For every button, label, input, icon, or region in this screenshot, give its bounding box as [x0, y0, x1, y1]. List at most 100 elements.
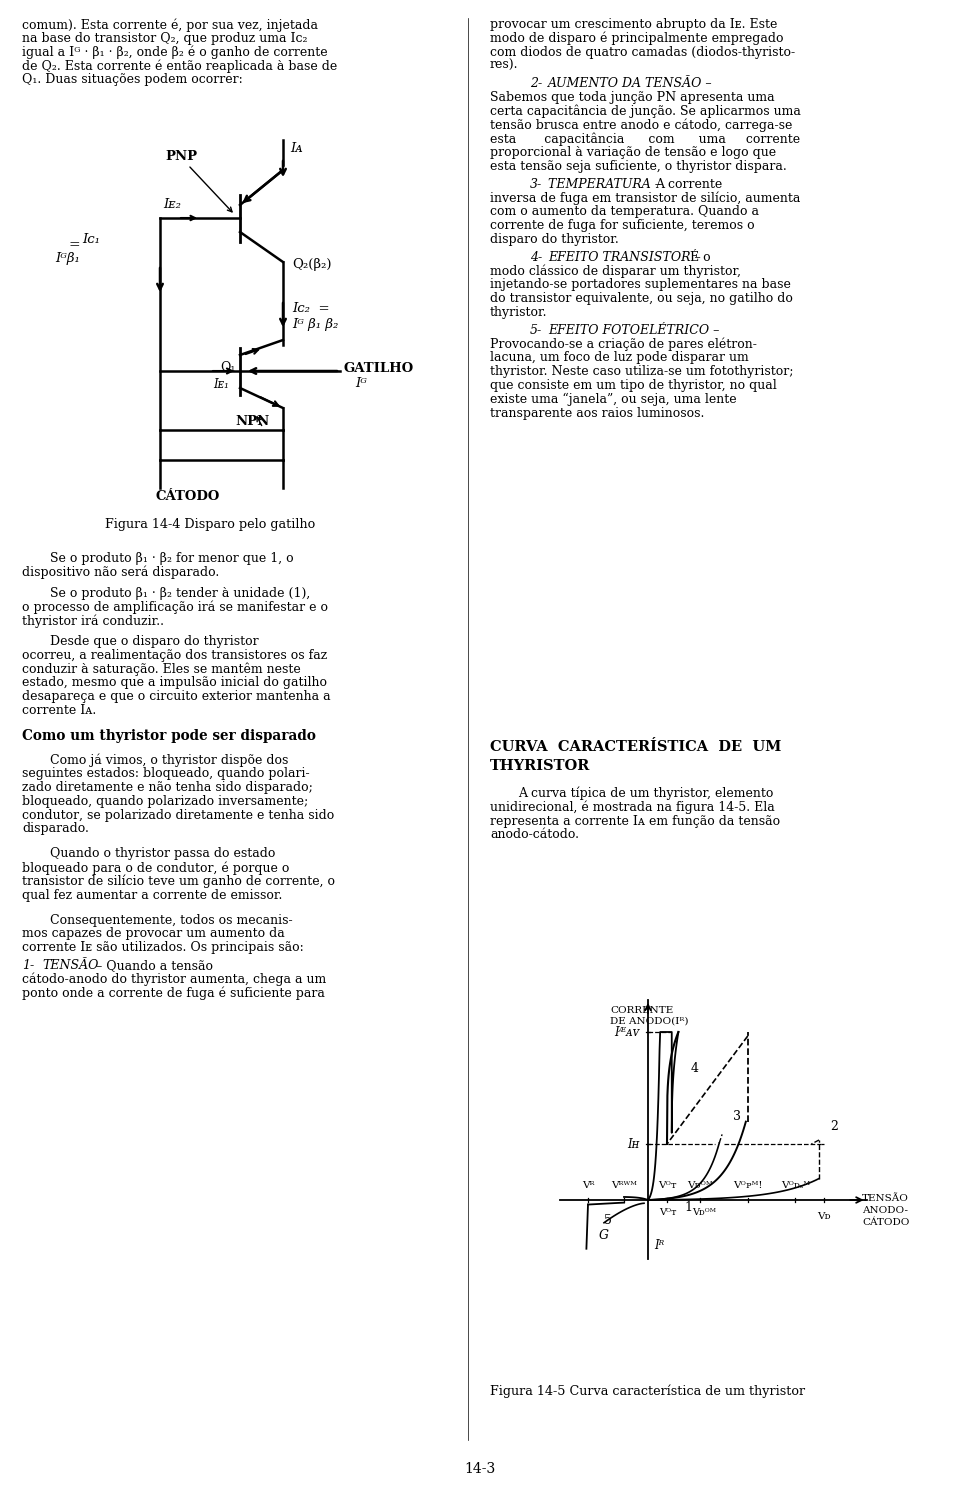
Text: 3-: 3- — [530, 178, 542, 191]
Text: TEMPERATURA –: TEMPERATURA – — [548, 178, 661, 191]
Text: 1: 1 — [684, 1201, 692, 1215]
Text: Vᴼᴛ: Vᴼᴛ — [658, 1182, 676, 1191]
Text: CÁTODO: CÁTODO — [862, 1218, 909, 1227]
Text: mos capazes de provocar um aumento da: mos capazes de provocar um aumento da — [22, 928, 285, 940]
Text: 5-: 5- — [530, 324, 542, 336]
Text: Vᴼᴅₛᴹ: Vᴼᴅₛᴹ — [780, 1182, 810, 1191]
Text: Iᴳβ₁: Iᴳβ₁ — [55, 252, 80, 264]
Text: Iᴳ β₁ β₂: Iᴳ β₁ β₂ — [292, 318, 338, 332]
Text: Vᴼᴘᴹ!: Vᴼᴘᴹ! — [733, 1182, 762, 1191]
Text: TENSÃO: TENSÃO — [862, 1194, 909, 1203]
Text: thyristor.: thyristor. — [490, 306, 547, 320]
Text: lacuna, um foco de luz pode disparar um: lacuna, um foco de luz pode disparar um — [490, 351, 749, 365]
Text: Iᴄ₁: Iᴄ₁ — [82, 233, 100, 247]
Text: CORRENTE: CORRENTE — [611, 1007, 674, 1016]
Text: Quando o thyristor passa do estado: Quando o thyristor passa do estado — [50, 847, 276, 861]
Text: G: G — [598, 1230, 609, 1242]
Text: Iᴀ: Iᴀ — [290, 142, 302, 155]
Text: cátodo-anodo do thyristor aumenta, chega a um: cátodo-anodo do thyristor aumenta, chega… — [22, 973, 326, 986]
Text: ​bloqueado​, quando polarizado inversamente;: ​bloqueado​, quando polarizado inversame… — [22, 795, 308, 808]
Text: que consiste em um tipo de thyristor, no qual: que consiste em um tipo de thyristor, no… — [490, 379, 777, 391]
Text: Iᴿ: Iᴿ — [654, 1239, 664, 1252]
Text: PNP: PNP — [165, 149, 197, 163]
Text: anodo-cátodo.: anodo-cátodo. — [490, 828, 579, 841]
Text: Q₂(β₂): Q₂(β₂) — [292, 258, 331, 270]
Text: GATILHO: GATILHO — [343, 362, 413, 375]
Text: Iᴭᴀᴠ: Iᴭᴀᴠ — [614, 1025, 643, 1038]
Text: ​bloqueado​ para o de ​condutor​, é porque o: ​bloqueado​ para o de ​condutor​, é porq… — [22, 861, 289, 874]
Text: Figura 14-5 Curva característica de um thyristor: Figura 14-5 Curva característica de um t… — [490, 1385, 805, 1398]
Text: EFEITO TRANSISTOR –: EFEITO TRANSISTOR – — [548, 251, 701, 264]
Text: Q₁: Q₁ — [220, 360, 235, 374]
Text: thyristor irá conduzir..: thyristor irá conduzir.. — [22, 614, 164, 627]
Text: CÁTODO: CÁTODO — [155, 490, 220, 503]
Text: corrente Iᴀ.: corrente Iᴀ. — [22, 704, 96, 717]
Text: 4-: 4- — [530, 251, 542, 264]
Text: 2: 2 — [830, 1120, 838, 1132]
Text: corrente de fuga for suficiente, teremos o: corrente de fuga for suficiente, teremos… — [490, 220, 755, 232]
Text: NPN: NPN — [235, 415, 269, 427]
Text: Vᴿᵂᴹ: Vᴿᵂᴹ — [611, 1182, 637, 1191]
Text: de Q₂. Esta corrente é então reaplicada à base de: de Q₂. Esta corrente é então reaplicada … — [22, 60, 337, 73]
Text: modo clássico de disparar um thyristor,: modo clássico de disparar um thyristor, — [490, 264, 741, 278]
Text: ponto onde a corrente de fuga é suficiente para: ponto onde a corrente de fuga é suficien… — [22, 986, 324, 999]
Text: transparente aos raios luminosos.: transparente aos raios luminosos. — [490, 406, 705, 420]
Text: Vᴅᴼᴹ: Vᴅᴼᴹ — [687, 1182, 713, 1191]
Text: thyristor. Neste caso utiliza-se um ​fotothyristor;: thyristor. Neste caso utiliza-se um ​fot… — [490, 365, 794, 378]
Text: Como um thyristor pode ser disparado: Como um thyristor pode ser disparado — [22, 729, 316, 743]
Text: – Quando a tensão: – Quando a tensão — [96, 959, 213, 973]
Text: zado diretamente e não tenha sido disparado;: zado diretamente e não tenha sido dispar… — [22, 781, 313, 795]
Text: Figura 14-4 Disparo pelo gatilho: Figura 14-4 Disparo pelo gatilho — [105, 518, 315, 530]
Text: Iᴇ₂: Iᴇ₂ — [163, 199, 181, 211]
Text: comum). Esta corrente é, por sua vez, injetada: comum). Esta corrente é, por sua vez, in… — [22, 18, 318, 31]
Text: =: = — [68, 238, 80, 252]
Text: transistor de silício teve um ganho de corrente, o: transistor de silício teve um ganho de c… — [22, 875, 335, 889]
Text: esta       capacitância      com      uma     corrente: esta capacitância com uma corrente — [490, 133, 800, 146]
Text: o processo de amplificação irá se manifestar e o: o processo de amplificação irá se manife… — [22, 601, 328, 614]
Text: do transistor equivalente, ou seja, no gatilho do: do transistor equivalente, ou seja, no g… — [490, 293, 793, 305]
Text: CURVA  CARACTERÍSTICA  DE  UM: CURVA CARACTERÍSTICA DE UM — [490, 740, 781, 754]
Text: 4: 4 — [691, 1062, 699, 1074]
Text: Vᴅᴼᴹ: Vᴅᴼᴹ — [692, 1209, 716, 1218]
Text: 14-3: 14-3 — [465, 1463, 495, 1476]
Text: ANODO-: ANODO- — [862, 1206, 908, 1215]
Text: tensão brusca entre anodo e cátodo, carrega-se: tensão brusca entre anodo e cátodo, carr… — [490, 118, 792, 131]
Text: 2-: 2- — [530, 78, 542, 90]
Text: proporcional à variação de tensão e logo que: proporcional à variação de tensão e logo… — [490, 146, 776, 160]
Text: inversa de fuga em transistor de silício, aumenta: inversa de fuga em transistor de silício… — [490, 191, 801, 205]
Text: Se o produto β₁ · β₂ tender à unidade (1),: Se o produto β₁ · β₂ tender à unidade (1… — [50, 587, 310, 599]
Text: 3: 3 — [733, 1110, 741, 1122]
Text: representa a corrente Iᴀ em função da tensão: representa a corrente Iᴀ em função da te… — [490, 814, 780, 828]
Text: Iᴄ₂  =: Iᴄ₂ = — [292, 302, 329, 315]
Text: Iᴇ₁: Iᴇ₁ — [213, 378, 228, 391]
Text: EFEITO FOTOELÉTRICO –: EFEITO FOTOELÉTRICO – — [548, 324, 719, 336]
Text: conduzir à saturação. Eles se mantêm neste: conduzir à saturação. Eles se mantêm nes… — [22, 662, 300, 675]
Text: estado, mesmo que a impulsão inicial do gatilho: estado, mesmo que a impulsão inicial do … — [22, 677, 327, 689]
Text: dispositivo não será disparado.: dispositivo não será disparado. — [22, 566, 219, 580]
Text: A corrente: A corrente — [655, 178, 722, 191]
Text: disparado.: disparado. — [22, 823, 89, 835]
Text: 1-: 1- — [22, 959, 35, 973]
Text: res).: res). — [490, 60, 518, 72]
Text: com o aumento da temperatura. Quando a: com o aumento da temperatura. Quando a — [490, 205, 759, 218]
Text: Vᴼᴛ: Vᴼᴛ — [659, 1209, 677, 1218]
Text: A curva típica de um thyristor, elemento: A curva típica de um thyristor, elemento — [518, 787, 774, 801]
Text: AUMENTO DA TENSÃO –: AUMENTO DA TENSÃO – — [548, 78, 712, 90]
Text: Se o produto β₁ · β₂ for menor que 1, o: Se o produto β₁ · β₂ for menor que 1, o — [50, 551, 294, 565]
Text: seguintes estados: ​bloqueado​, quando polari-: seguintes estados: ​bloqueado​, quando p… — [22, 768, 310, 780]
Text: ​condutor​, se polarizado diretamente e tenha sido: ​condutor​, se polarizado diretamente e … — [22, 808, 334, 822]
Text: Iᴳ: Iᴳ — [355, 376, 367, 390]
Text: desapareça e que o circuito exterior mantenha a: desapareça e que o circuito exterior man… — [22, 690, 330, 704]
Text: na base do transistor Q₂, que produz uma Iᴄ₂: na base do transistor Q₂, que produz uma… — [22, 31, 307, 45]
Text: disparo do thyristor.: disparo do thyristor. — [490, 233, 619, 247]
Text: provocar um crescimento abrupto da Iᴇ. Este: provocar um crescimento abrupto da Iᴇ. E… — [490, 18, 778, 31]
Text: Iʜ: Iʜ — [627, 1137, 643, 1150]
Text: ocorreu, a realimentação dos transistores os faz: ocorreu, a realimentação dos transistore… — [22, 648, 327, 662]
Text: com diodos de quatro camadas (diodos-thyristo-: com diodos de quatro camadas (diodos-thy… — [490, 46, 795, 58]
Text: É o: É o — [690, 251, 710, 264]
Text: Como já vimos, o thyristor dispõe dos: Como já vimos, o thyristor dispõe dos — [50, 753, 288, 766]
Text: Provocando-se a criação de pares elétron-: Provocando-se a criação de pares elétron… — [490, 338, 756, 351]
Text: Desde que o disparo do thyristor: Desde que o disparo do thyristor — [50, 635, 258, 648]
Text: Q₁. Duas situações podem ocorrer:: Q₁. Duas situações podem ocorrer: — [22, 73, 243, 87]
Text: DE ANODO(Iᴿ): DE ANODO(Iᴿ) — [611, 1016, 689, 1025]
